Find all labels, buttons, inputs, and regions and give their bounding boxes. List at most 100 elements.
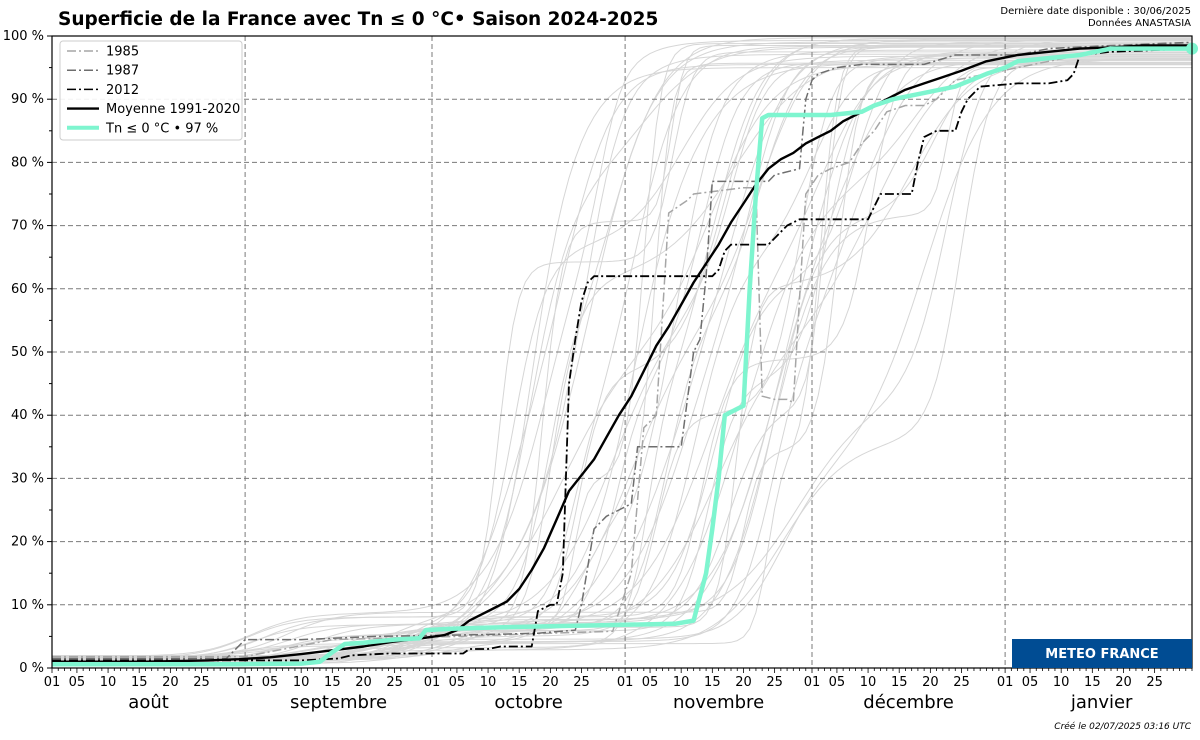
background-year-line: [52, 63, 1192, 660]
x-tick-label: 05: [1022, 675, 1039, 690]
month-label: janvier: [1070, 692, 1133, 713]
x-tick-label: 25: [766, 675, 783, 690]
x-tick-label: 05: [642, 675, 659, 690]
background-year-line: [52, 40, 1192, 657]
background-year-line: [52, 67, 1192, 657]
background-year-line: [52, 62, 1192, 660]
legend-label: Moyenne 1991-2020: [106, 102, 240, 117]
background-year-line: [52, 59, 1192, 662]
x-tick-label: 25: [1146, 675, 1163, 690]
x-tick-label: 01: [617, 675, 634, 690]
x-tick-label: 05: [829, 675, 846, 690]
month-label: décembre: [863, 692, 954, 713]
x-tick-label: 05: [449, 675, 466, 690]
background-year-line: [52, 61, 1192, 661]
legend: 1985 1987 2012 Moyenne 1991-2020 Tn ≤ 0 °C •…: [59, 40, 243, 141]
data-source-label: Données ANASTASIA: [1087, 18, 1191, 29]
logo-background: [1012, 639, 1192, 668]
x-tick-label: 15: [1084, 675, 1101, 690]
x-tick-label: 20: [735, 675, 752, 690]
background-year-line: [52, 58, 1192, 664]
last-date-label: Dernière date disponible : 30/06/2025: [1000, 6, 1191, 17]
series-lines: [52, 41, 1198, 667]
x-tick-label: 25: [573, 675, 590, 690]
month-label: août: [128, 692, 169, 713]
axes: 0 % 10 % 20 % 30 % 40 % 50 % 60 % 70 % 80 % 90 % 1…: [3, 29, 1193, 713]
background-year-line: [52, 52, 1192, 659]
x-tick-label: 10: [100, 675, 117, 690]
y-tick-label: 50 %: [11, 345, 44, 360]
y-tick-label: 0 %: [19, 661, 44, 676]
x-tick-label: 20: [162, 675, 179, 690]
background-year-line: [52, 53, 1192, 661]
y-tick-label: 20 %: [11, 535, 44, 550]
created-note: Créé le 02/07/2025 03:16 UTC: [1054, 722, 1191, 732]
background-year-line: [52, 45, 1192, 657]
x-tick-label: 10: [673, 675, 690, 690]
background-year-line: [52, 59, 1192, 660]
y-tick-label: 10 %: [11, 598, 44, 613]
x-tick-label: 01: [804, 675, 821, 690]
source-info: Dernière date disponible : 30/06/2025 Do…: [1000, 6, 1191, 30]
y-tick-label: 100 %: [3, 29, 44, 44]
x-tick-label: 25: [386, 675, 403, 690]
x-tick-label: 01: [44, 675, 61, 690]
series-line-moyenne-1991-2020: [52, 44, 1192, 663]
background-year-line: [52, 53, 1192, 659]
y-tick-label: 80 %: [11, 155, 44, 170]
background-year-line: [52, 44, 1192, 660]
series-line-2012: [52, 47, 1193, 662]
x-tick-label: 01: [997, 675, 1014, 690]
meteo-france-logo: METEO FRANCE: [1012, 639, 1192, 668]
x-tick-label: 10: [860, 675, 877, 690]
month-label: septembre: [290, 692, 387, 713]
y-tick-label: 70 %: [11, 219, 44, 234]
series-line-1985: [52, 41, 1193, 658]
background-year-line: [52, 63, 1192, 658]
y-tick-label: 90 %: [11, 92, 44, 107]
x-tick-label: 20: [922, 675, 939, 690]
x-tick-label: 10: [480, 675, 497, 690]
x-tick-label: 15: [704, 675, 721, 690]
background-year-line: [52, 61, 1192, 661]
x-tick-label: 25: [193, 675, 210, 690]
legend-box: [59, 40, 243, 141]
month-label: novembre: [673, 692, 764, 713]
legend-label: 1987: [106, 64, 139, 79]
background-year-line: [52, 59, 1192, 663]
legend-label: 1985: [106, 45, 139, 60]
series-line-tn-0-c-97-: [52, 46, 1192, 667]
background-year-line: [52, 64, 1192, 661]
legend-label: Tn ≤ 0 °C • 97 %: [105, 121, 218, 136]
background-year-line: [52, 62, 1192, 660]
logo-text: METEO FRANCE: [1045, 647, 1158, 662]
background-year-line: [52, 51, 1192, 659]
x-tick-label: 20: [355, 675, 372, 690]
x-tick-label: 15: [891, 675, 908, 690]
x-tick-label: 15: [324, 675, 341, 690]
x-tick-label: 01: [237, 675, 254, 690]
x-tick-label: 15: [131, 675, 148, 690]
background-year-line: [52, 51, 1192, 659]
x-tick-label: 20: [1115, 675, 1132, 690]
y-tick-label: 30 %: [11, 471, 44, 486]
x-tick-label: 05: [262, 675, 279, 690]
x-tick-label: 05: [69, 675, 86, 690]
x-tick-label: 01: [424, 675, 441, 690]
x-tick-label: 10: [293, 675, 310, 690]
background-year-line: [52, 63, 1192, 657]
gridlines: [52, 36, 1192, 668]
y-tick-label: 60 %: [11, 282, 44, 297]
background-year-line: [52, 49, 1192, 659]
chart-title: Superficie de la France avec Tn ≤ 0 °C• …: [58, 9, 659, 30]
x-tick-label: 10: [1053, 675, 1070, 690]
x-tick-label: 15: [511, 675, 528, 690]
y-tick-label: 40 %: [11, 408, 44, 423]
month-label: octobre: [494, 692, 562, 713]
background-year-line: [52, 67, 1192, 661]
series-line-1987: [52, 41, 1193, 660]
x-tick-label: 20: [542, 675, 559, 690]
x-tick-label: 25: [953, 675, 970, 690]
legend-label: 2012: [106, 83, 139, 98]
